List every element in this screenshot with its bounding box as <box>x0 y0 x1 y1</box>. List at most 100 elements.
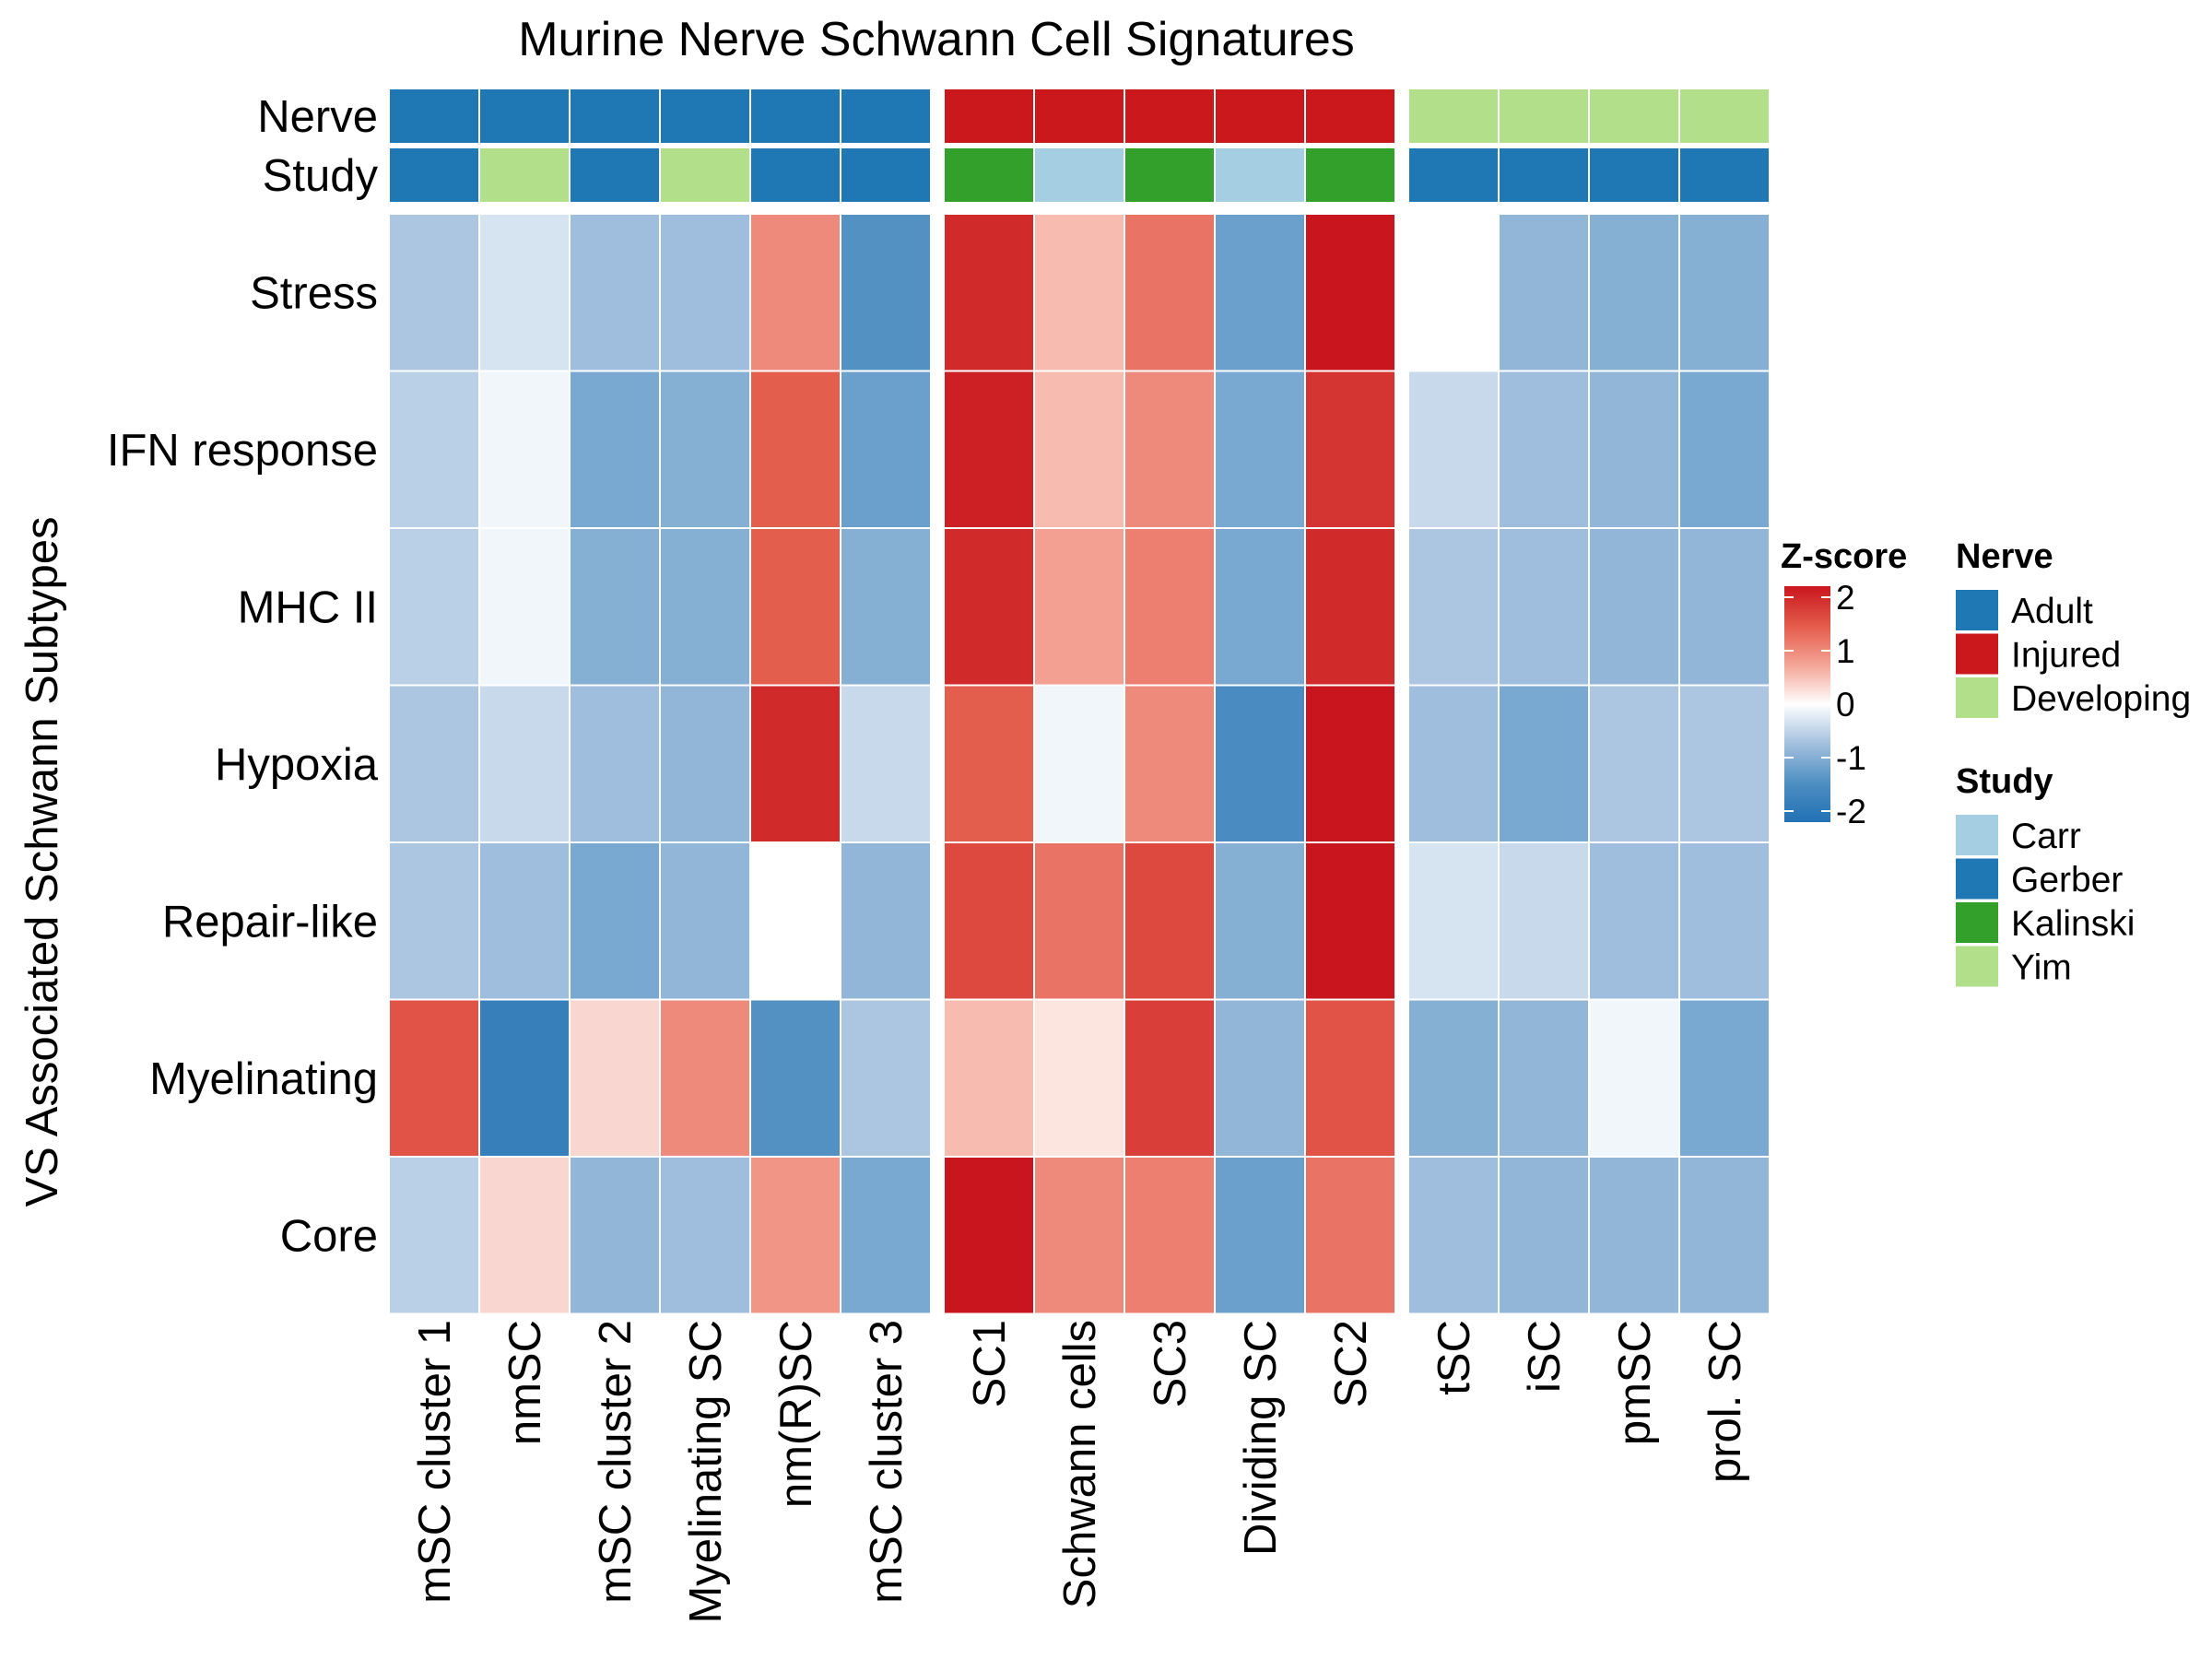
annotation-cell-study <box>1214 147 1306 204</box>
column-label: mSC cluster 3 <box>862 1320 912 1604</box>
heatmap-cell <box>1498 370 1590 529</box>
heatmap-cell <box>1407 1156 1500 1315</box>
heatmap-cell <box>569 841 661 1001</box>
heatmap-cell <box>569 213 661 372</box>
heatmap-cell <box>478 1156 571 1315</box>
colorscale-tick-label: 1 <box>1836 632 1855 670</box>
heatmap-cell <box>1407 527 1500 687</box>
row-label: Core <box>280 1211 378 1261</box>
heatmap-cell <box>1678 213 1771 372</box>
heatmap-cell <box>840 684 932 843</box>
legend-swatch <box>1956 633 1998 675</box>
colorscale-tick-label: 2 <box>1836 579 1855 617</box>
heatmap-cell <box>569 527 661 687</box>
heatmap-cell <box>943 213 1035 372</box>
column-label: pmSC <box>1610 1320 1660 1445</box>
legend-title-nerve: Nerve <box>1956 537 2053 576</box>
legend-swatch <box>1956 902 1998 943</box>
legend-item-label: Kalinski <box>2011 904 2135 944</box>
heatmap-cell <box>840 527 932 687</box>
heatmap-cell <box>1124 684 1216 843</box>
heatmap-cell <box>1033 213 1125 372</box>
legend-swatch <box>1956 590 1998 630</box>
annotation-cell-nerve <box>1498 88 1590 145</box>
annotation-cell-study <box>943 147 1035 204</box>
legend-item-label: Injured <box>2011 636 2121 676</box>
heatmap-cell <box>1124 998 1216 1158</box>
row-label: MHC II <box>238 582 378 632</box>
legend-swatch <box>1956 815 1998 855</box>
heatmap-cell <box>1407 370 1500 529</box>
heatmap-cell <box>1498 1156 1590 1315</box>
annotation-cell-nerve <box>1214 88 1306 145</box>
annotation-cell-study <box>1124 147 1216 204</box>
heatmap-cell <box>569 370 661 529</box>
heatmap-cell <box>388 998 480 1158</box>
column-label: SC1 <box>965 1320 1015 1407</box>
legend-swatch <box>1956 946 1998 987</box>
heatmap-cell <box>840 841 932 1001</box>
heatmap-cell <box>478 998 571 1158</box>
heatmap-cell <box>1588 213 1680 372</box>
annotation-cell-nerve <box>1304 88 1396 145</box>
column-label: SC2 <box>1326 1320 1376 1407</box>
colorscale-title: Z-score <box>1781 537 1907 576</box>
heatmap-cell <box>840 1156 932 1315</box>
heatmap-cell <box>1407 841 1500 1001</box>
heatmap-cell <box>1407 213 1500 372</box>
column-label: nmSC <box>500 1320 550 1445</box>
heatmap-cell <box>659 213 751 372</box>
heatmap-cell <box>1214 213 1306 372</box>
annotation-cell-nerve <box>569 88 661 145</box>
heatmap-cell <box>1678 1156 1771 1315</box>
heatmap-cell <box>659 370 751 529</box>
legend-title-study: Study <box>1956 762 2053 801</box>
column-label: SC3 <box>1146 1320 1195 1407</box>
heatmap-cell <box>1033 684 1125 843</box>
heatmap-cell <box>388 841 480 1001</box>
heatmap-cell <box>1407 684 1500 843</box>
heatmap-cell <box>1588 841 1680 1001</box>
heatmap-cell <box>943 370 1035 529</box>
heatmap-cell <box>1304 527 1396 687</box>
column-label: mSC cluster 2 <box>591 1320 641 1604</box>
heatmap-cell <box>1588 998 1680 1158</box>
heatmap-cell <box>659 1156 751 1315</box>
heatmap-cell <box>1304 841 1396 1001</box>
annotation-label-study: Study <box>263 151 379 201</box>
heatmap-cell <box>659 841 751 1001</box>
column-label: Myelinating SC <box>681 1320 731 1624</box>
heatmap-cell <box>1214 1156 1306 1315</box>
heatmap-cell <box>1588 527 1680 687</box>
annotation-bars: Nerve Study <box>257 88 1771 204</box>
y-axis-label: VS Associated Schwann Subtypes <box>18 516 67 1206</box>
heatmap-cell <box>1124 841 1216 1001</box>
heatmap-cell <box>478 527 571 687</box>
row-label: Myelinating <box>149 1054 378 1104</box>
heatmap-cell <box>1033 998 1125 1158</box>
heatmap-cell <box>749 213 841 372</box>
annotation-cell-nerve <box>1033 88 1125 145</box>
heatmap-cell <box>749 527 841 687</box>
annotation-cell-study <box>1407 147 1500 204</box>
heatmap-cell <box>1588 370 1680 529</box>
colorscale-tick-label: -1 <box>1836 739 1866 777</box>
heatmap-cell <box>1304 1156 1396 1315</box>
heatmap-cell <box>1304 213 1396 372</box>
heatmap-cell <box>1124 370 1216 529</box>
heatmap-cell <box>1498 527 1590 687</box>
annotation-cell-study <box>569 147 661 204</box>
annotation-cell-nerve <box>1407 88 1500 145</box>
heatmap-cell <box>943 841 1035 1001</box>
colorscale-tick-label: -2 <box>1836 793 1866 830</box>
column-label: mSC cluster 1 <box>410 1320 460 1604</box>
annotation-cell-nerve <box>1124 88 1216 145</box>
heatmap-cell <box>388 684 480 843</box>
annotation-cell-nerve <box>1678 88 1771 145</box>
row-label: Stress <box>250 268 378 318</box>
column-label: iSC <box>1520 1320 1570 1393</box>
legend-item-label: Carr <box>2011 817 2081 856</box>
annotation-cell-nerve <box>840 88 932 145</box>
